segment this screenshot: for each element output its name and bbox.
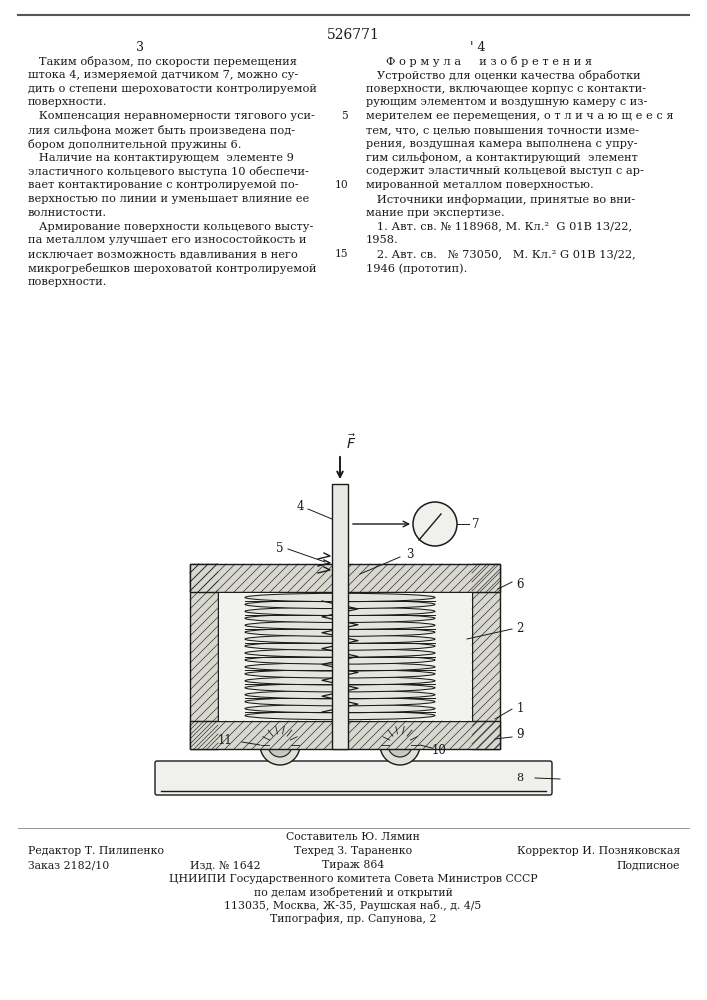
Text: Компенсация неравномерности тягового уси-: Компенсация неравномерности тягового уси…: [28, 111, 315, 121]
Text: эластичного кольцевого выступа 10 обеспечи-: эластичного кольцевого выступа 10 обеспе…: [28, 166, 309, 177]
Ellipse shape: [245, 642, 435, 650]
Ellipse shape: [245, 593, 435, 602]
Text: Армирование поверхности кольцевого высту-: Армирование поверхности кольцевого высту…: [28, 222, 313, 232]
Ellipse shape: [245, 677, 435, 685]
Ellipse shape: [245, 628, 435, 636]
Ellipse shape: [245, 600, 435, 609]
Polygon shape: [332, 484, 348, 749]
Text: Ф о р м у л а     и з о б р е т е н и я: Ф о р м у л а и з о б р е т е н и я: [386, 56, 592, 67]
Text: 113035, Москва, Ж-35, Раушская наб., д. 4/5: 113035, Москва, Ж-35, Раушская наб., д. …: [224, 900, 481, 911]
Ellipse shape: [245, 697, 435, 706]
Text: 1958.: 1958.: [366, 235, 399, 245]
Text: Подписное: Подписное: [617, 860, 680, 870]
Text: дить о степени шероховатости контролируемой: дить о степени шероховатости контролируе…: [28, 84, 317, 94]
Text: Устройство для оценки качества обработки: Устройство для оценки качества обработки: [366, 70, 641, 81]
FancyBboxPatch shape: [155, 761, 552, 795]
Text: Заказ 2182/10: Заказ 2182/10: [28, 860, 110, 870]
Circle shape: [413, 502, 457, 546]
Text: 3: 3: [407, 548, 414, 560]
Text: па металлом улучшает его износостойкость и: па металлом улучшает его износостойкость…: [28, 235, 307, 245]
Text: 8: 8: [516, 773, 524, 783]
Text: 10: 10: [334, 180, 348, 190]
Text: Типография, пр. Сапунова, 2: Типография, пр. Сапунова, 2: [270, 913, 436, 924]
Text: 7: 7: [472, 518, 479, 530]
Text: 4: 4: [296, 499, 304, 512]
Text: 10: 10: [432, 744, 447, 756]
Ellipse shape: [268, 733, 292, 757]
Ellipse shape: [245, 621, 435, 629]
Text: 9: 9: [516, 728, 524, 742]
Ellipse shape: [245, 704, 435, 713]
Text: 2: 2: [516, 622, 524, 636]
Ellipse shape: [380, 725, 420, 765]
Polygon shape: [218, 592, 472, 721]
Text: Составитель Ю. Лямин: Составитель Ю. Лямин: [286, 832, 420, 842]
Text: 1: 1: [516, 702, 524, 716]
Ellipse shape: [245, 691, 435, 699]
Text: 526771: 526771: [327, 28, 380, 42]
Text: 1. Авт. св. № 118968, М. Кл.²  G 01В 13/22,: 1. Авт. св. № 118968, М. Кл.² G 01В 13/2…: [366, 222, 632, 232]
Ellipse shape: [245, 684, 435, 692]
Text: Источники информации, принятые во вни-: Источники информации, принятые во вни-: [366, 194, 635, 205]
Text: верхностью по линии и уменьшает влияние ее: верхностью по линии и уменьшает влияние …: [28, 194, 309, 204]
Polygon shape: [190, 564, 500, 592]
Text: волнистости.: волнистости.: [28, 208, 107, 218]
Text: Тираж 864: Тираж 864: [322, 860, 384, 870]
Text: Редактор Т. Пилипенко: Редактор Т. Пилипенко: [28, 846, 164, 856]
Ellipse shape: [245, 614, 435, 622]
Ellipse shape: [245, 663, 435, 671]
Polygon shape: [190, 564, 218, 749]
Polygon shape: [190, 721, 500, 749]
Text: Техред З. Тараненко: Техред З. Тараненко: [294, 846, 412, 856]
Text: 5: 5: [341, 111, 348, 121]
Text: по делам изобретений и открытий: по делам изобретений и открытий: [254, 887, 452, 898]
Text: Наличие на контактирующем  элементе 9: Наличие на контактирующем элементе 9: [28, 153, 294, 163]
Text: 3: 3: [136, 41, 144, 54]
Text: исключает возможность вдавливания в него: исключает возможность вдавливания в него: [28, 249, 298, 259]
Text: рующим элементом и воздушную камеру с из-: рующим элементом и воздушную камеру с из…: [366, 97, 648, 107]
Text: мированной металлом поверхностью.: мированной металлом поверхностью.: [366, 180, 594, 190]
Ellipse shape: [245, 649, 435, 657]
Text: содержит эластичный кольцевой выступ с ар-: содержит эластичный кольцевой выступ с а…: [366, 166, 644, 176]
Ellipse shape: [245, 607, 435, 616]
Text: гим сильфоном, а контактирующий  элемент: гим сильфоном, а контактирующий элемент: [366, 153, 638, 163]
Text: бором дополнительной пружины 6.: бором дополнительной пружины 6.: [28, 139, 242, 150]
Ellipse shape: [260, 725, 300, 765]
Ellipse shape: [245, 656, 435, 664]
Ellipse shape: [245, 670, 435, 678]
Text: $\vec{F}$: $\vec{F}$: [346, 433, 356, 452]
Text: микрогребешков шероховатой контролируемой: микрогребешков шероховатой контролируемо…: [28, 263, 317, 274]
Text: рения, воздушная камера выполнена с упру-: рения, воздушная камера выполнена с упру…: [366, 139, 638, 149]
Text: ЦНИИПИ Государственного комитета Совета Министров СССР: ЦНИИПИ Государственного комитета Совета …: [169, 874, 537, 884]
Polygon shape: [472, 564, 500, 749]
Text: лия сильфона может быть произведена под-: лия сильфона может быть произведена под-: [28, 125, 295, 136]
Text: 1946 (прототип).: 1946 (прототип).: [366, 263, 467, 274]
Text: 6: 6: [516, 578, 524, 590]
Text: Изд. № 1642: Изд. № 1642: [190, 860, 261, 870]
Text: мание при экспертизе.: мание при экспертизе.: [366, 208, 505, 218]
Text: мерителем ее перемещения, о т л и ч а ю щ е е с я: мерителем ее перемещения, о т л и ч а ю …: [366, 111, 674, 121]
Text: 15: 15: [334, 249, 348, 259]
Text: ' 4: ' 4: [470, 41, 486, 54]
Text: поверхности, включающее корпус с контакти-: поверхности, включающее корпус с контакт…: [366, 84, 646, 94]
Text: 11: 11: [218, 734, 233, 746]
Ellipse shape: [388, 733, 412, 757]
Text: Таким образом, по скорости перемещения: Таким образом, по скорости перемещения: [28, 56, 297, 67]
Text: поверхности.: поверхности.: [28, 277, 107, 287]
Text: тем, что, с целью повышения точности изме-: тем, что, с целью повышения точности изм…: [366, 125, 639, 135]
Text: 2. Авт. св.   № 73050,   М. Кл.² G 01В 13/22,: 2. Авт. св. № 73050, М. Кл.² G 01В 13/22…: [366, 249, 636, 259]
Text: Корректор И. Позняковская: Корректор И. Позняковская: [517, 846, 680, 856]
Text: 5: 5: [276, 542, 284, 556]
Text: вает контактирование с контролируемой по-: вает контактирование с контролируемой по…: [28, 180, 298, 190]
Ellipse shape: [245, 635, 435, 643]
Ellipse shape: [245, 711, 435, 720]
Text: штока 4, измеряемой датчиком 7, можно су-: штока 4, измеряемой датчиком 7, можно су…: [28, 70, 298, 80]
Text: поверхности.: поверхности.: [28, 97, 107, 107]
